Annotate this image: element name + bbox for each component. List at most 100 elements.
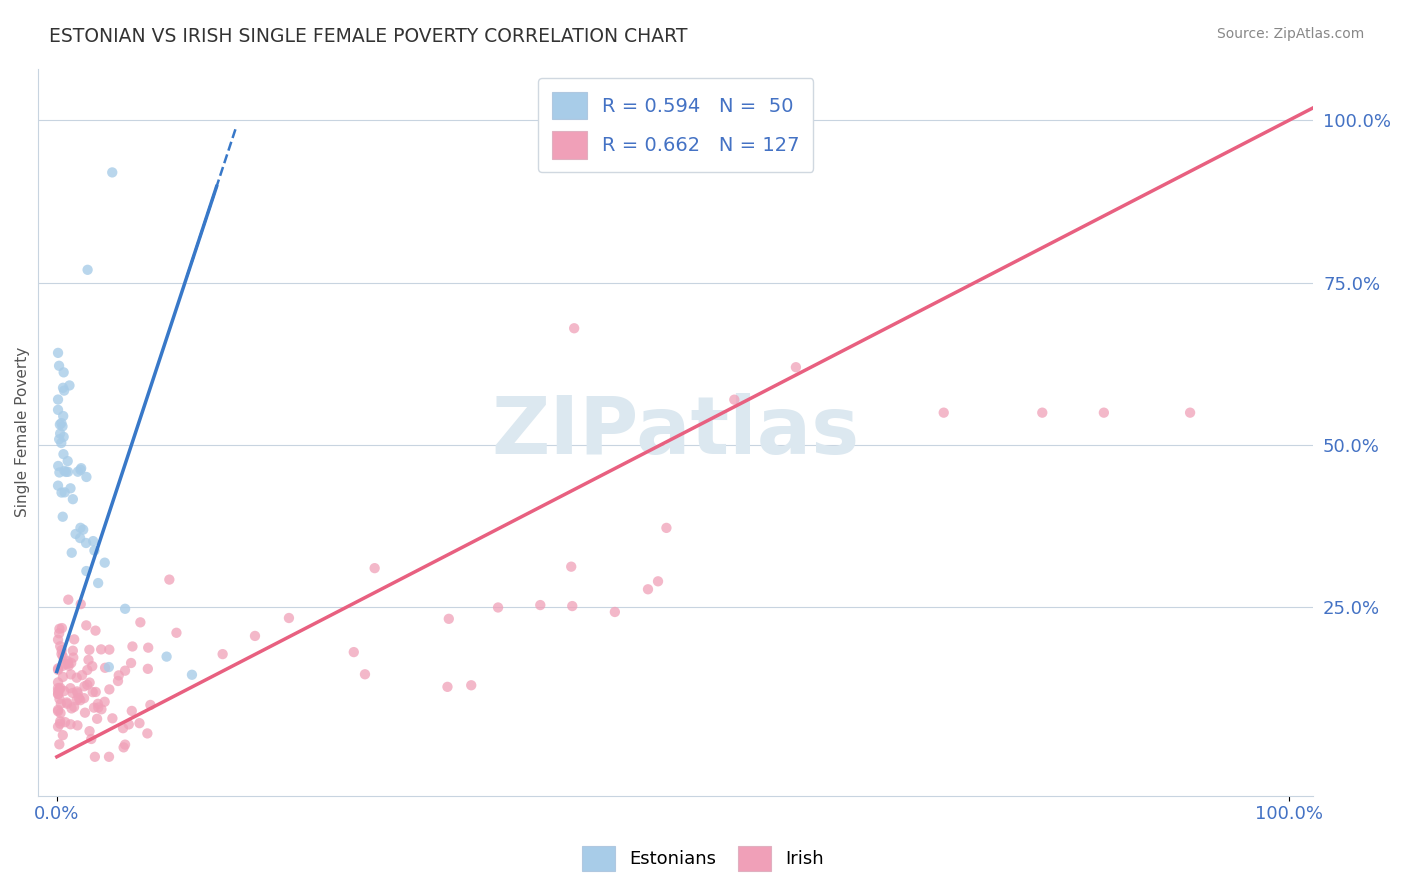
Point xyxy=(51,643,73,657)
Point xyxy=(97,660,120,674)
Point xyxy=(107,668,129,682)
Point xyxy=(60,656,83,670)
Point xyxy=(79,724,101,739)
Point xyxy=(76,262,98,277)
Point xyxy=(46,478,69,492)
Point xyxy=(69,597,91,611)
Point xyxy=(139,698,162,712)
Point xyxy=(785,360,807,375)
Point xyxy=(56,465,79,479)
Point xyxy=(66,718,89,732)
Point xyxy=(60,546,83,560)
Point xyxy=(79,642,101,657)
Point xyxy=(93,556,115,570)
Point xyxy=(58,592,80,607)
Point xyxy=(63,700,86,714)
Point xyxy=(932,406,955,420)
Point xyxy=(46,402,69,417)
Point xyxy=(46,704,69,718)
Point xyxy=(637,582,659,597)
Point xyxy=(49,639,72,653)
Point xyxy=(98,749,121,764)
Point xyxy=(51,485,73,500)
Point xyxy=(46,684,69,698)
Point xyxy=(53,715,76,730)
Point xyxy=(53,485,76,500)
Point xyxy=(56,696,79,710)
Point xyxy=(56,654,79,668)
Point xyxy=(114,738,136,752)
Point xyxy=(243,629,266,643)
Point xyxy=(51,416,73,430)
Point xyxy=(49,426,72,441)
Point xyxy=(76,663,98,677)
Point xyxy=(48,737,70,751)
Point xyxy=(72,523,94,537)
Point xyxy=(49,697,72,711)
Point xyxy=(1092,406,1115,420)
Point xyxy=(59,681,82,696)
Point xyxy=(76,678,98,692)
Point xyxy=(112,740,135,755)
Point xyxy=(1031,406,1053,420)
Point xyxy=(48,626,70,640)
Point xyxy=(1178,406,1201,420)
Point xyxy=(56,657,79,671)
Point xyxy=(48,432,70,446)
Point xyxy=(363,561,385,575)
Point xyxy=(75,536,97,550)
Point xyxy=(52,670,75,684)
Point xyxy=(52,430,75,444)
Point xyxy=(56,454,79,468)
Point xyxy=(560,559,582,574)
Point xyxy=(87,576,110,591)
Point xyxy=(723,392,745,407)
Point xyxy=(73,706,96,720)
Point xyxy=(46,346,69,360)
Point xyxy=(98,642,121,657)
Point xyxy=(486,600,509,615)
Point xyxy=(49,706,72,721)
Point xyxy=(49,682,72,697)
Point xyxy=(73,691,96,706)
Point xyxy=(84,685,107,699)
Text: ESTONIAN VS IRISH SINGLE FEMALE POVERTY CORRELATION CHART: ESTONIAN VS IRISH SINGLE FEMALE POVERTY … xyxy=(49,27,688,45)
Point xyxy=(75,564,97,578)
Point xyxy=(66,465,89,479)
Point xyxy=(80,731,103,746)
Point xyxy=(94,661,117,675)
Point xyxy=(211,647,233,661)
Point xyxy=(114,602,136,616)
Point xyxy=(70,461,93,475)
Point xyxy=(82,685,104,699)
Point xyxy=(354,667,377,681)
Point xyxy=(128,716,150,731)
Point xyxy=(343,645,366,659)
Point xyxy=(121,704,143,718)
Legend: Estonians, Irish: Estonians, Irish xyxy=(575,838,831,879)
Point xyxy=(46,720,69,734)
Point xyxy=(136,726,159,740)
Point xyxy=(62,686,84,700)
Text: ZIPatlas: ZIPatlas xyxy=(492,393,860,471)
Point xyxy=(647,574,669,589)
Point xyxy=(561,599,583,613)
Legend: R = 0.594   N =  50, R = 0.662   N = 127: R = 0.594 N = 50, R = 0.662 N = 127 xyxy=(538,78,814,172)
Point xyxy=(51,647,73,661)
Point xyxy=(63,632,86,647)
Point xyxy=(46,458,69,473)
Point xyxy=(69,531,91,545)
Point xyxy=(75,618,97,632)
Point xyxy=(69,521,91,535)
Point xyxy=(83,700,105,714)
Point xyxy=(46,661,69,675)
Point xyxy=(49,417,72,432)
Point xyxy=(58,378,80,392)
Point xyxy=(67,691,90,706)
Point xyxy=(101,165,124,179)
Point xyxy=(65,693,87,707)
Point xyxy=(603,605,626,619)
Point xyxy=(51,419,73,434)
Point xyxy=(56,697,79,711)
Point xyxy=(59,481,82,495)
